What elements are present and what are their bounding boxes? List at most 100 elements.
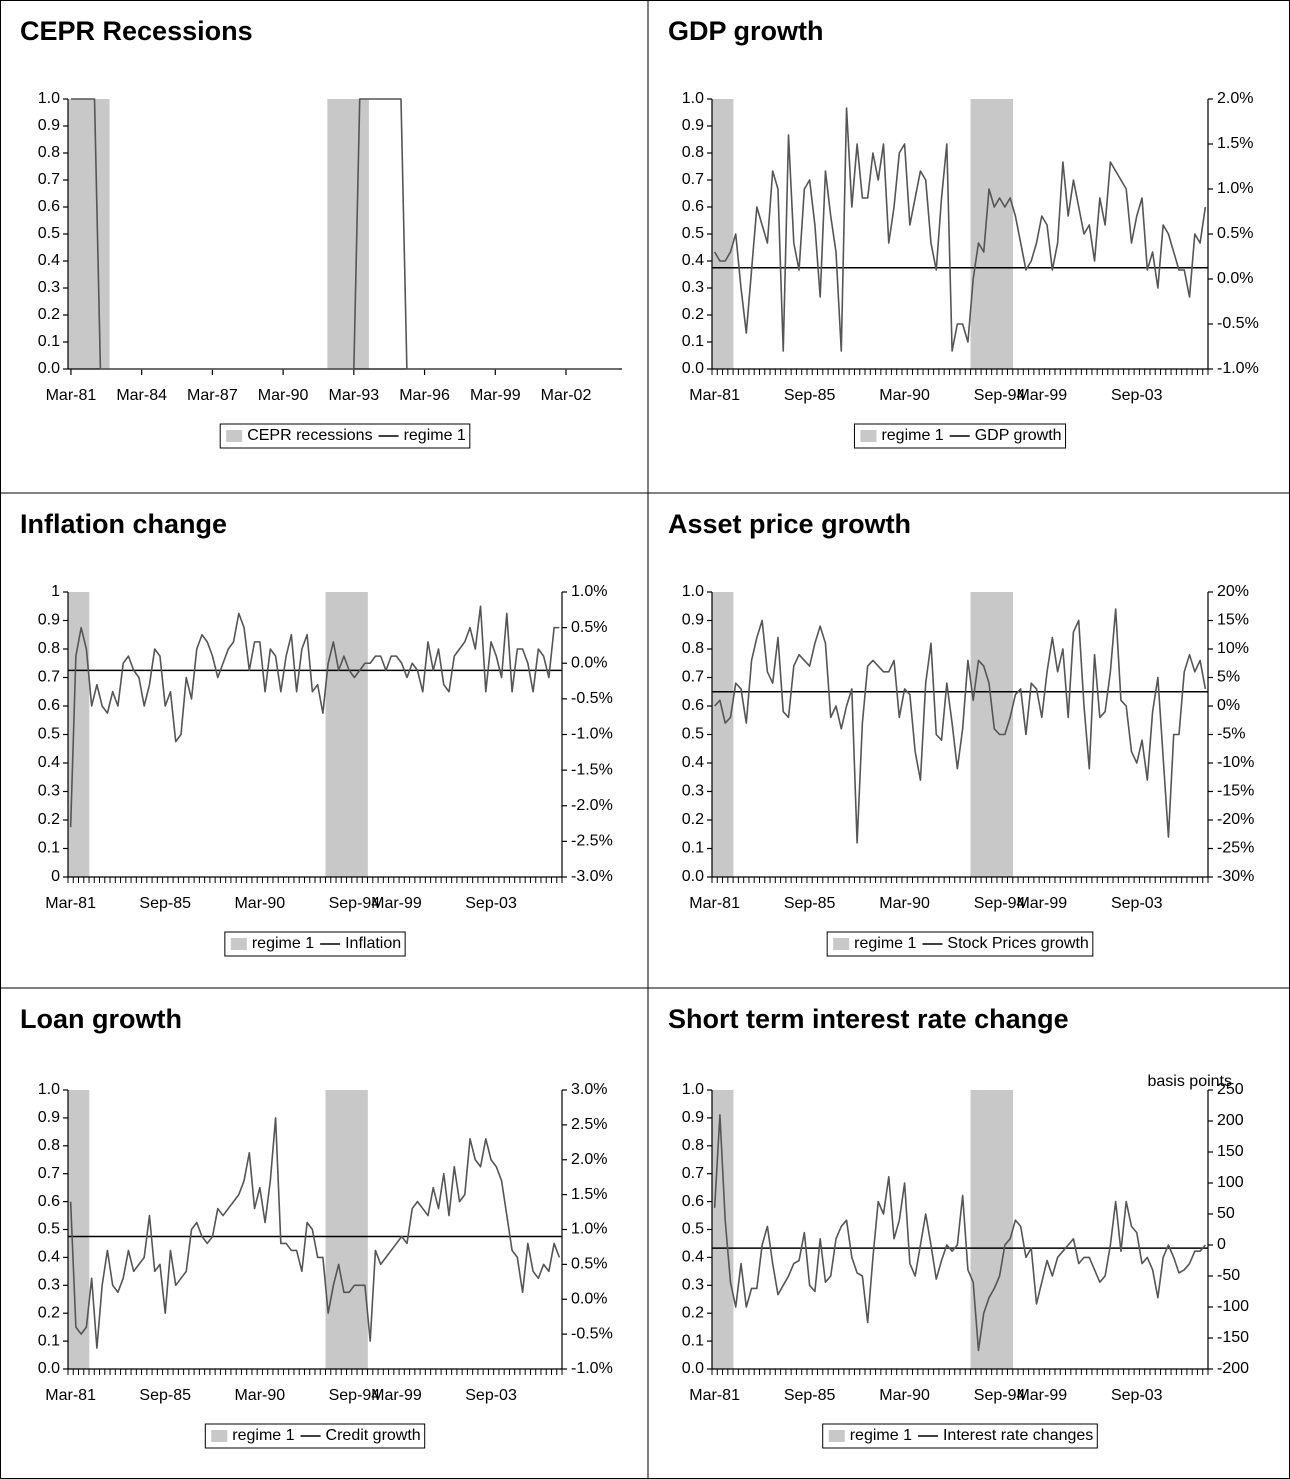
y2-tick-label: -25% [1217,840,1254,857]
y-tick-label: 0.3 [38,279,60,296]
regime-bar [73,592,79,877]
regime-bar [727,592,734,877]
y2-tick-label: 0.0% [571,1290,607,1307]
y2-tick-label: 250 [1217,1081,1244,1098]
y-tick-label: 0.4 [38,1249,60,1266]
y-tick-label: 0.2 [682,811,704,828]
y-tick-label: 0.8 [682,1137,704,1154]
y2-tick-label: -30% [1217,868,1254,885]
y2-tick-label: 150 [1217,1143,1244,1160]
regime-bar [986,1090,992,1369]
y-tick-label: 0.8 [682,640,704,657]
legend-swatch [211,1430,228,1442]
x-tick-label: Mar-81 [689,1387,740,1404]
y-tick-label: 0.5 [682,225,704,242]
regime-bar [722,592,729,877]
y-tick-label: 0.5 [38,726,60,743]
regime-bar [991,592,998,877]
regime-bar [727,1090,734,1369]
y2-tick-label: -50 [1217,1267,1240,1284]
regime-bar [68,1090,74,1369]
x-tick-label: Mar-90 [234,895,285,912]
legend-label: Interest rate changes [943,1427,1093,1444]
regime-bar [85,99,92,369]
regime-bar [975,99,982,369]
regime-bar [73,99,81,369]
y-tick-label: 0.4 [38,754,60,771]
x-tick-label: Mar-99 [1016,895,1067,912]
y-tick-label: 0.1 [38,333,60,350]
legend-label: Inflation [345,935,401,952]
y2-tick-label: -1.0% [571,726,613,743]
x-tick-label: Sep-03 [1111,895,1163,912]
y2-tick-label: -0.5% [571,690,613,707]
regime-bar [975,592,982,877]
regime-bar [330,1090,337,1369]
y2-tick-label: -20% [1217,811,1254,828]
x-tick-label: Sep-85 [784,895,836,912]
x-tick-label: Sep-03 [465,1387,517,1404]
y-tick-label: 1.0 [38,1081,60,1098]
regime-bar [346,1090,353,1369]
regime-bar [727,99,734,369]
y2-tick-label: 1.0% [571,583,607,600]
y2-tick-label: 20% [1217,583,1249,600]
y-tick-label: 0.5 [38,225,60,242]
y2-tick-label: 200 [1217,1112,1244,1129]
legend-box [219,423,471,449]
y-tick-label: 1 [51,583,60,600]
x-tick-label: Sep-94 [974,895,1026,912]
y-tick-label: 0.7 [682,171,704,188]
y-tick-label: 0.5 [682,726,704,743]
y2-tick-label: 0.5% [571,619,607,636]
y2-tick-label: -2.0% [571,797,613,814]
y2-tick-label: 5% [1217,669,1240,686]
legend: CEPR recessions regime 1 [219,423,471,449]
y-tick-label: 0.9 [682,1109,704,1126]
y-tick-label: 0.0 [38,360,60,377]
regime-bar [333,99,340,369]
y-tick-label: 0.9 [38,612,60,629]
series-line [714,608,1207,844]
regime-bar [986,99,992,369]
regime-bar [103,99,110,369]
x-tick-label: Mar-90 [258,387,309,404]
y-tick-label: 0.0 [682,1360,704,1377]
y-tick-label: 0 [51,868,60,885]
y2-tick-label: 0.0% [571,654,607,671]
regime-bar [357,1090,363,1369]
x-tick-label: Mar-93 [328,387,379,404]
y2-tick-label: -200 [1217,1360,1249,1377]
series-line [713,1114,1206,1352]
y-tick-label: 0.0 [682,868,704,885]
y2-tick-label: -150 [1217,1329,1249,1346]
regime-bar [717,592,723,877]
x-tick-label: Sep-85 [139,1387,191,1404]
regime-bar [97,99,104,369]
regime-bar [345,99,352,369]
regime-bar [1007,1090,1014,1369]
regime-bar [78,592,85,877]
chart-title: GDP growth [668,16,824,46]
y-tick-label: 0.6 [38,1193,60,1210]
legend-box [853,423,1067,449]
y-tick-label: 0.7 [38,1165,60,1182]
y-tick-label: 0.4 [682,1249,704,1266]
x-tick-label: Mar-81 [46,387,97,404]
x-tick-label: Mar-81 [689,895,740,912]
y2-tick-label: -1.0% [571,1360,613,1377]
y-tick-label: 0.1 [682,1332,704,1349]
y2-tick-label: 1.5% [571,1186,607,1203]
regime-bar [73,1090,79,1369]
y2-tick-label: -0.5% [1217,315,1259,332]
regime-bar [79,99,86,369]
y-tick-label: 0.9 [682,612,704,629]
legend-swatch [833,938,850,950]
y-tick-label: 0.6 [682,1193,704,1210]
y-tick-label: 0.2 [38,1304,60,1321]
y-tick-label: 0.4 [682,754,704,771]
y-tick-label: 0.3 [38,1277,60,1294]
regime-bar [330,592,337,877]
x-tick-label: Mar-96 [399,387,450,404]
